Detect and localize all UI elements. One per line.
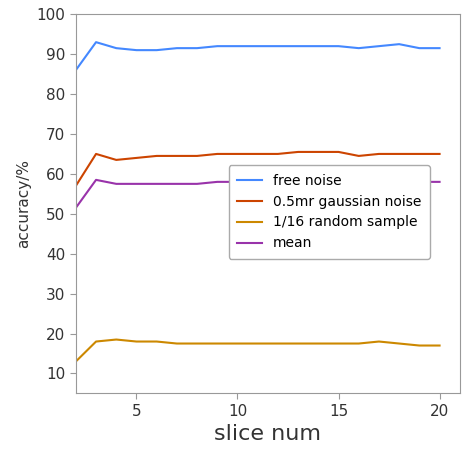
free noise bbox=[134, 47, 139, 53]
1/16 random sample bbox=[235, 341, 240, 346]
1/16 random sample bbox=[316, 341, 321, 346]
1/16 random sample bbox=[194, 341, 200, 346]
free noise bbox=[396, 41, 402, 47]
0.5mr gaussian noise bbox=[396, 151, 402, 157]
0.5mr gaussian noise bbox=[437, 151, 442, 157]
free noise bbox=[437, 46, 442, 51]
mean bbox=[93, 177, 99, 182]
mean bbox=[295, 179, 301, 185]
free noise bbox=[316, 43, 321, 49]
free noise bbox=[214, 43, 220, 49]
mean bbox=[417, 179, 422, 185]
free noise bbox=[235, 43, 240, 49]
0.5mr gaussian noise bbox=[93, 151, 99, 157]
mean bbox=[275, 179, 281, 185]
0.5mr gaussian noise bbox=[235, 151, 240, 157]
0.5mr gaussian noise bbox=[73, 183, 79, 189]
mean bbox=[255, 179, 261, 185]
1/16 random sample bbox=[174, 341, 180, 346]
1/16 random sample bbox=[134, 339, 139, 345]
1/16 random sample bbox=[73, 359, 79, 365]
free noise bbox=[93, 39, 99, 45]
0.5mr gaussian noise bbox=[134, 155, 139, 161]
free noise bbox=[255, 43, 261, 49]
0.5mr gaussian noise bbox=[154, 153, 160, 159]
Line: 0.5mr gaussian noise: 0.5mr gaussian noise bbox=[76, 152, 439, 186]
1/16 random sample bbox=[336, 341, 341, 346]
mean bbox=[154, 181, 160, 187]
0.5mr gaussian noise bbox=[417, 151, 422, 157]
1/16 random sample bbox=[255, 341, 261, 346]
X-axis label: slice num: slice num bbox=[214, 424, 321, 445]
free noise bbox=[194, 46, 200, 51]
0.5mr gaussian noise bbox=[356, 153, 362, 159]
mean bbox=[194, 181, 200, 187]
free noise bbox=[174, 46, 180, 51]
free noise bbox=[154, 47, 160, 53]
Line: free noise: free noise bbox=[76, 42, 439, 70]
Legend: free noise, 0.5mr gaussian noise, 1/16 random sample, mean: free noise, 0.5mr gaussian noise, 1/16 r… bbox=[228, 165, 430, 259]
mean bbox=[396, 177, 402, 182]
1/16 random sample bbox=[376, 339, 382, 345]
free noise bbox=[417, 46, 422, 51]
0.5mr gaussian noise bbox=[316, 149, 321, 155]
mean bbox=[356, 179, 362, 185]
0.5mr gaussian noise bbox=[376, 151, 382, 157]
0.5mr gaussian noise bbox=[336, 149, 341, 155]
free noise bbox=[376, 43, 382, 49]
mean bbox=[376, 177, 382, 182]
mean bbox=[336, 179, 341, 185]
mean bbox=[134, 181, 139, 187]
Line: mean: mean bbox=[76, 180, 439, 208]
mean bbox=[235, 179, 240, 185]
free noise bbox=[275, 43, 281, 49]
1/16 random sample bbox=[214, 341, 220, 346]
1/16 random sample bbox=[275, 341, 281, 346]
1/16 random sample bbox=[295, 341, 301, 346]
free noise bbox=[73, 67, 79, 73]
Y-axis label: accuracy/%: accuracy/% bbox=[16, 159, 31, 248]
Line: 1/16 random sample: 1/16 random sample bbox=[76, 339, 439, 362]
1/16 random sample bbox=[356, 341, 362, 346]
free noise bbox=[356, 46, 362, 51]
1/16 random sample bbox=[93, 339, 99, 345]
1/16 random sample bbox=[154, 339, 160, 345]
0.5mr gaussian noise bbox=[214, 151, 220, 157]
1/16 random sample bbox=[396, 341, 402, 346]
mean bbox=[214, 179, 220, 185]
0.5mr gaussian noise bbox=[194, 153, 200, 159]
0.5mr gaussian noise bbox=[174, 153, 180, 159]
1/16 random sample bbox=[417, 343, 422, 348]
0.5mr gaussian noise bbox=[255, 151, 261, 157]
0.5mr gaussian noise bbox=[275, 151, 281, 157]
mean bbox=[437, 179, 442, 185]
1/16 random sample bbox=[113, 337, 119, 342]
mean bbox=[113, 181, 119, 187]
0.5mr gaussian noise bbox=[113, 157, 119, 163]
mean bbox=[316, 179, 321, 185]
free noise bbox=[295, 43, 301, 49]
mean bbox=[73, 205, 79, 210]
1/16 random sample bbox=[437, 343, 442, 348]
0.5mr gaussian noise bbox=[295, 149, 301, 155]
mean bbox=[174, 181, 180, 187]
free noise bbox=[113, 46, 119, 51]
free noise bbox=[336, 43, 341, 49]
